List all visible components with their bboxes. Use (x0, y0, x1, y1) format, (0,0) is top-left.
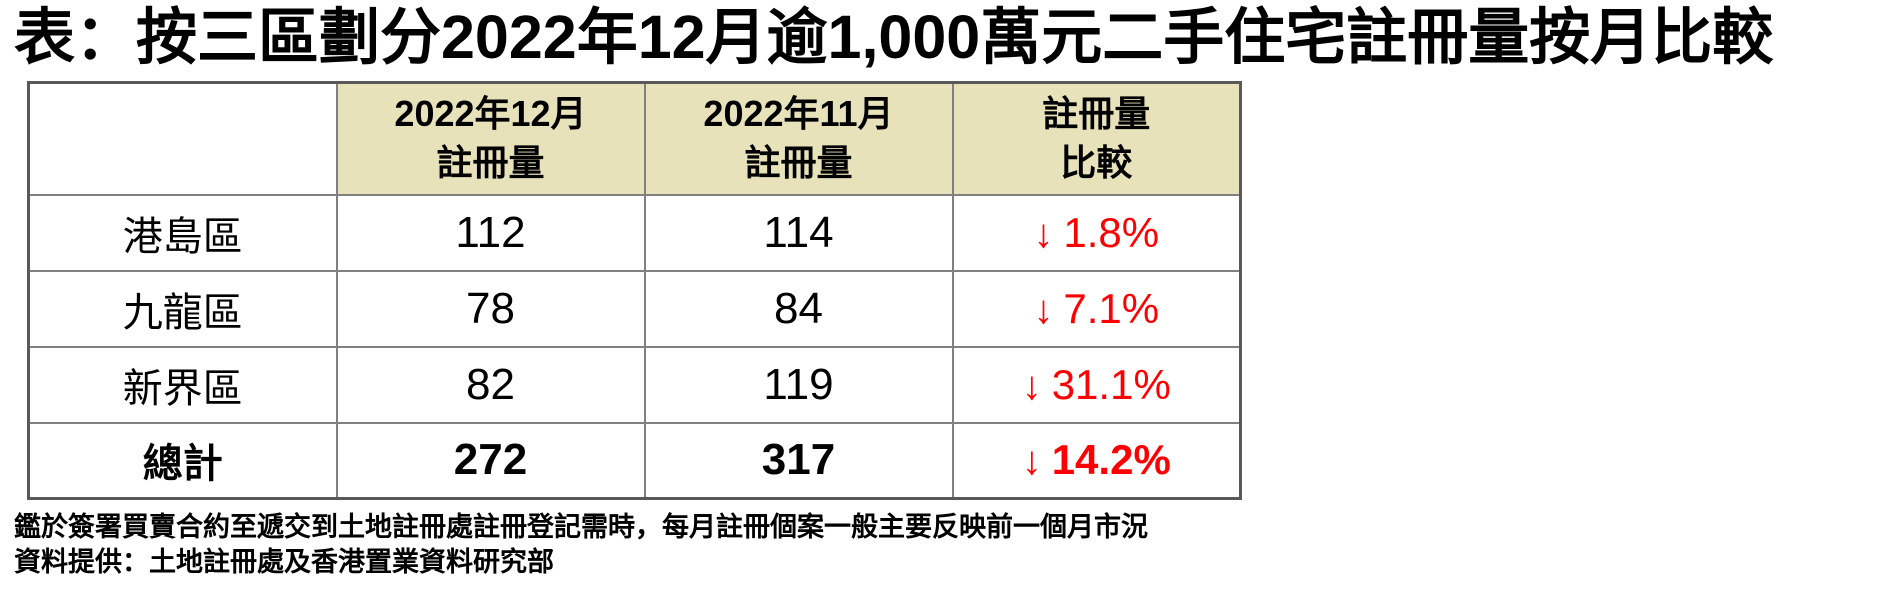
corner-header-cell (27, 81, 338, 196)
region-cell: 新界區 (27, 345, 338, 424)
down-arrow-icon: ↓ (1033, 287, 1054, 332)
dec-count-cell: 78 (335, 269, 646, 348)
column-header-nov-line1: 2022年11月 (703, 93, 894, 135)
region-cell: 九龍區 (27, 269, 338, 348)
footnote-source: 資料提供：土地註冊處及香港置業資料研究部 (14, 547, 554, 578)
change-percent: 31.1% (1051, 360, 1171, 408)
column-header-change-line1: 註冊量 (1042, 93, 1151, 135)
change-cell: ↓ 7.1% (951, 269, 1242, 348)
registrations-table: 2022年12月 註冊量 2022年11月 註冊量 註冊量 比較 港島區 112… (27, 81, 1242, 501)
down-arrow-icon: ↓ (1021, 363, 1042, 408)
table-row-new-territories: 新界區 82 119 ↓ 31.1% (27, 345, 1242, 424)
dec-count-cell: 82 (335, 345, 646, 424)
region-cell: 港島區 (27, 193, 338, 272)
footnote-timing: 鑑於簽署買賣合約至遞交到土地註冊處註冊登記需時，每月註冊個案一般主要反映前一個月… (14, 512, 1148, 543)
column-header-dec-2022: 2022年12月 註冊量 (335, 81, 646, 196)
nov-count-cell: 119 (643, 345, 954, 424)
table-header-row: 2022年12月 註冊量 2022年11月 註冊量 註冊量 比較 (27, 81, 1242, 196)
dec-count-cell: 272 (335, 421, 646, 500)
down-arrow-icon: ↓ (1021, 439, 1042, 484)
change-percent: 14.2% (1051, 436, 1171, 484)
column-header-nov-line2: 註冊量 (744, 141, 853, 183)
total-label-cell: 總計 (27, 421, 338, 500)
column-header-change-line2: 比較 (1060, 141, 1133, 183)
column-header-dec-line1: 2022年12月 (394, 93, 587, 135)
table-row-hong-kong-island: 港島區 112 114 ↓ 1.8% (27, 193, 1242, 272)
change-cell: ↓ 31.1% (951, 345, 1242, 424)
change-cell: ↓ 14.2% (951, 421, 1242, 500)
change-percent: 7.1% (1063, 284, 1160, 332)
column-header-dec-line2: 註冊量 (436, 141, 545, 183)
table-row-kowloon: 九龍區 78 84 ↓ 7.1% (27, 269, 1242, 348)
table-row-total: 總計 272 317 ↓ 14.2% (27, 421, 1242, 500)
footnotes: 鑑於簽署買賣合約至遞交到土地註冊處註冊登記需時，每月註冊個案一般主要反映前一個月… (14, 510, 1897, 580)
change-percent: 1.8% (1063, 208, 1160, 256)
change-cell: ↓ 1.8% (951, 193, 1242, 272)
down-arrow-icon: ↓ (1033, 211, 1054, 256)
column-header-nov-2022: 2022年11月 註冊量 (643, 81, 954, 196)
page-title: 表：按三區劃分2022年12月逾1,000萬元二手住宅註冊量按月比較 (14, 3, 1774, 71)
column-header-change: 註冊量 比較 (951, 81, 1242, 196)
nov-count-cell: 114 (643, 193, 954, 272)
dec-count-cell: 112 (335, 193, 646, 272)
nov-count-cell: 317 (643, 421, 954, 500)
nov-count-cell: 84 (643, 269, 954, 348)
